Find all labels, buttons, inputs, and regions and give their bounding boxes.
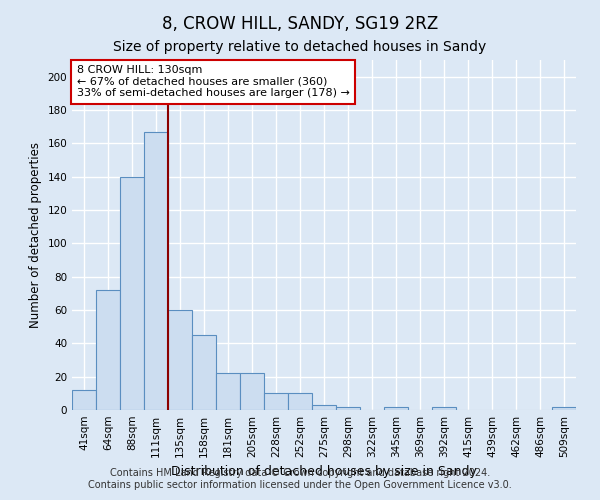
Text: 8 CROW HILL: 130sqm
← 67% of detached houses are smaller (360)
33% of semi-detac: 8 CROW HILL: 130sqm ← 67% of detached ho…	[77, 66, 350, 98]
Bar	[552, 406, 576, 410]
X-axis label: Distribution of detached houses by size in Sandy: Distribution of detached houses by size …	[171, 466, 477, 478]
Bar	[216, 374, 240, 410]
Bar	[312, 405, 336, 410]
Bar	[432, 406, 456, 410]
Bar	[168, 310, 192, 410]
Text: 8, CROW HILL, SANDY, SG19 2RZ: 8, CROW HILL, SANDY, SG19 2RZ	[162, 15, 438, 33]
Bar	[288, 394, 312, 410]
Bar	[96, 290, 120, 410]
Text: Contains HM Land Registry data © Crown copyright and database right 2024.
Contai: Contains HM Land Registry data © Crown c…	[88, 468, 512, 490]
Bar	[72, 390, 96, 410]
Bar	[192, 335, 216, 410]
Bar	[384, 406, 408, 410]
Bar	[120, 176, 144, 410]
Bar	[336, 406, 360, 410]
Bar	[144, 132, 168, 410]
Y-axis label: Number of detached properties: Number of detached properties	[29, 142, 42, 328]
Text: Size of property relative to detached houses in Sandy: Size of property relative to detached ho…	[113, 40, 487, 54]
Bar	[264, 394, 288, 410]
Bar	[240, 374, 264, 410]
